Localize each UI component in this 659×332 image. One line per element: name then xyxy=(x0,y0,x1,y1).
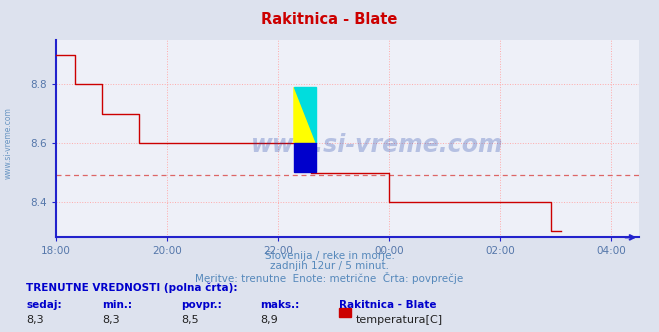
Text: povpr.:: povpr.: xyxy=(181,300,222,310)
Polygon shape xyxy=(294,87,316,142)
Text: Slovenija / reke in morje.: Slovenija / reke in morje. xyxy=(264,251,395,261)
Text: Meritve: trenutne  Enote: metrične  Črta: povprečje: Meritve: trenutne Enote: metrične Črta: … xyxy=(195,272,464,284)
Text: zadnjih 12ur / 5 minut.: zadnjih 12ur / 5 minut. xyxy=(270,261,389,271)
Text: min.:: min.: xyxy=(102,300,132,310)
Text: 8,9: 8,9 xyxy=(260,315,278,325)
Text: 8,5: 8,5 xyxy=(181,315,199,325)
Text: www.si-vreme.com: www.si-vreme.com xyxy=(3,107,13,179)
Text: maks.:: maks.: xyxy=(260,300,300,310)
Text: temperatura[C]: temperatura[C] xyxy=(356,315,443,325)
Text: sedaj:: sedaj: xyxy=(26,300,62,310)
Polygon shape xyxy=(294,142,316,172)
Text: 8,3: 8,3 xyxy=(102,315,120,325)
Text: 8,3: 8,3 xyxy=(26,315,44,325)
Text: Rakitnica - Blate: Rakitnica - Blate xyxy=(339,300,437,310)
Polygon shape xyxy=(294,87,316,142)
Text: Rakitnica - Blate: Rakitnica - Blate xyxy=(262,12,397,27)
Text: www.si-vreme.com: www.si-vreme.com xyxy=(250,132,503,156)
Text: TRENUTNE VREDNOSTI (polna črta):: TRENUTNE VREDNOSTI (polna črta): xyxy=(26,283,238,293)
